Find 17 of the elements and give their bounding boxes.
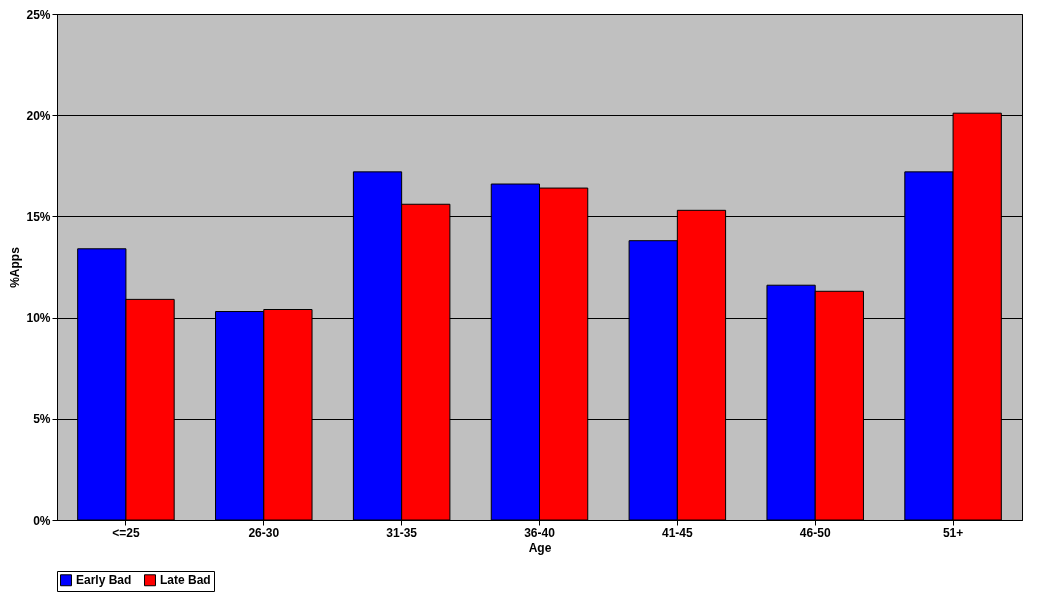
- y-tick-label: 5%: [33, 412, 51, 427]
- y-tick-label: 0%: [33, 513, 51, 528]
- y-tick-label: 15%: [26, 209, 51, 224]
- y-tick-label: 25%: [26, 7, 51, 22]
- y-tick-label: 20%: [26, 108, 51, 123]
- x-tick-label: 26-30: [248, 525, 280, 540]
- y-axis-title: %Apps: [8, 246, 23, 288]
- x-tick-label: <=25: [112, 525, 140, 540]
- legend-label: Late Bad: [160, 573, 211, 588]
- x-axis-title: Age: [528, 540, 552, 555]
- x-tick-label: 31-35: [386, 525, 418, 540]
- x-tick-label: 36-40: [524, 525, 556, 540]
- y-tick-label: 10%: [26, 311, 51, 326]
- x-tick-label: 51+: [942, 525, 964, 540]
- x-tick-label: 41-45: [662, 525, 694, 540]
- x-tick-label: 46-50: [799, 525, 831, 540]
- legend-label: Early Bad: [76, 573, 132, 588]
